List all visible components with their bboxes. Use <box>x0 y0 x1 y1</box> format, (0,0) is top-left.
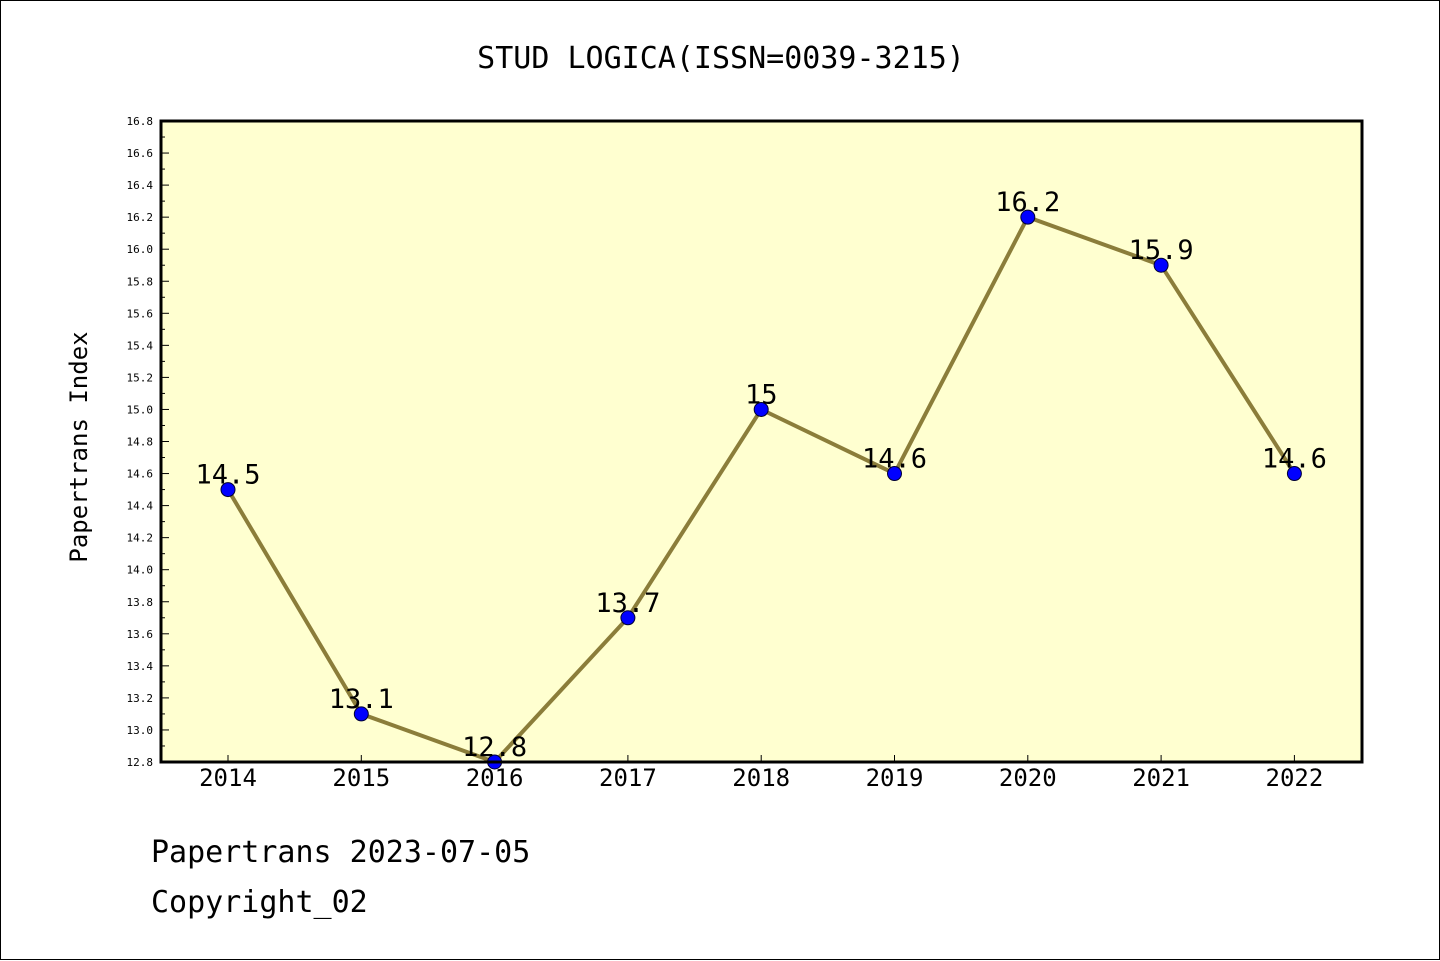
chart-title: STUD LOGICA(ISSN=0039-3215) <box>477 41 965 76</box>
x-tick-label: 2022 <box>1266 764 1324 792</box>
data-point <box>353 706 369 722</box>
data-label: 14.5 <box>195 460 260 491</box>
y-tick-label: 14.6 <box>127 468 154 481</box>
y-tick-label: 13.8 <box>127 596 154 609</box>
data-label: 13.7 <box>595 588 660 619</box>
data-label: 14.6 <box>1262 444 1327 475</box>
y-tick-label: 14.4 <box>127 500 154 513</box>
x-tick-label: 2018 <box>732 764 790 792</box>
data-label: 15.9 <box>1129 235 1194 266</box>
data-point <box>1020 209 1036 225</box>
y-tick-label: 13.2 <box>127 692 154 705</box>
data-label: 12.8 <box>462 732 527 763</box>
data-point <box>1153 257 1169 273</box>
data-label: 14.6 <box>862 444 927 475</box>
data-point <box>887 466 902 482</box>
x-tick-label: 2019 <box>866 764 924 792</box>
data-label: 15 <box>745 379 778 410</box>
y-tick-label: 16.0 <box>127 243 154 256</box>
y-tick-label: 16.4 <box>127 179 154 192</box>
x-tick-label: 2014 <box>199 764 257 792</box>
y-tick-label: 15.4 <box>127 339 154 352</box>
y-tick-label: 14.8 <box>127 436 154 449</box>
plot-border <box>159 119 1364 764</box>
y-tick-label: 12.8 <box>127 756 154 769</box>
y-tick-label: 15.2 <box>127 371 154 384</box>
y-tick-label: 16.6 <box>127 147 154 160</box>
y-tick-label: 13.0 <box>127 724 154 737</box>
data-point <box>220 482 236 498</box>
y-tick-label: 13.4 <box>127 660 154 673</box>
y-tick-label: 15.8 <box>127 275 154 288</box>
y-tick-label: 16.8 <box>127 115 154 128</box>
footer-copyright: Copyright_02 <box>151 885 368 920</box>
y-tick-label: 15.6 <box>127 307 154 320</box>
x-tick-label: 2015 <box>332 764 390 792</box>
data-label: 13.1 <box>329 684 394 715</box>
x-tick-label: 2021 <box>1132 764 1190 792</box>
y-tick-label: 16.2 <box>127 211 154 224</box>
x-tick-label: 2020 <box>999 764 1057 792</box>
plot-area <box>161 121 1362 762</box>
y-tick-label: 13.6 <box>127 628 154 641</box>
x-tick-label: 2017 <box>599 764 657 792</box>
y-tick-label: 15.0 <box>127 403 154 416</box>
y-axis-label: Papertrans Index <box>65 331 93 562</box>
data-point <box>620 610 636 626</box>
footer-date: Papertrans 2023-07-05 <box>151 835 531 870</box>
data-label: 16.2 <box>995 187 1060 218</box>
data-point <box>1286 466 1302 482</box>
y-tick-label: 14.0 <box>127 564 154 577</box>
data-point <box>753 401 769 417</box>
y-tick-label: 14.2 <box>127 532 154 545</box>
